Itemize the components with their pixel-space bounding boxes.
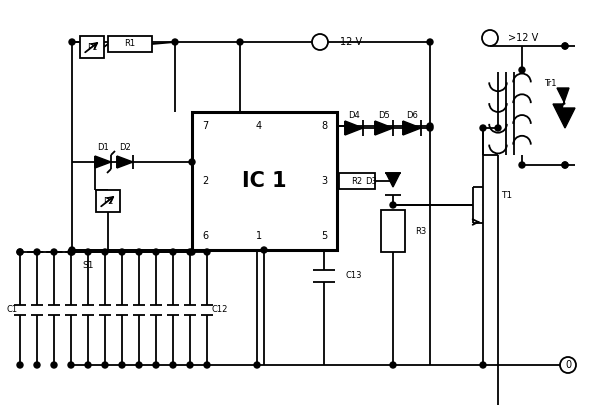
Text: D4: D4 [348, 111, 360, 119]
Bar [339, 173, 375, 189]
Text: 6: 6 [202, 231, 208, 241]
Circle shape [17, 249, 23, 255]
Bar [192, 112, 337, 250]
Text: D2: D2 [119, 143, 131, 153]
Text: C13: C13 [346, 271, 362, 281]
Circle shape [427, 123, 433, 129]
Circle shape [204, 249, 210, 255]
Text: D3: D3 [365, 177, 377, 185]
Circle shape [136, 362, 142, 368]
Circle shape [85, 249, 91, 255]
Polygon shape [386, 173, 400, 187]
Text: T1: T1 [502, 190, 513, 200]
Text: 7: 7 [202, 121, 208, 131]
Circle shape [237, 39, 243, 45]
Circle shape [69, 39, 75, 45]
Circle shape [51, 362, 57, 368]
Circle shape [85, 362, 91, 368]
Text: D1: D1 [97, 143, 109, 153]
Circle shape [562, 43, 568, 49]
Circle shape [153, 249, 159, 255]
Circle shape [68, 362, 74, 368]
Circle shape [17, 362, 23, 368]
Circle shape [480, 362, 486, 368]
Text: P2: P2 [103, 196, 113, 205]
Circle shape [562, 162, 568, 168]
Text: 8: 8 [321, 121, 327, 131]
Circle shape [69, 249, 75, 255]
Circle shape [119, 249, 125, 255]
Circle shape [495, 125, 501, 131]
Circle shape [34, 249, 40, 255]
Polygon shape [375, 121, 393, 135]
Polygon shape [553, 88, 575, 128]
Circle shape [187, 362, 193, 368]
Text: D6: D6 [406, 111, 418, 119]
Circle shape [34, 362, 40, 368]
Text: 1: 1 [256, 231, 262, 241]
Text: 3: 3 [321, 176, 327, 186]
Circle shape [136, 249, 142, 255]
Text: D5: D5 [378, 111, 390, 119]
Text: S1: S1 [82, 262, 94, 271]
Bar [80, 36, 104, 58]
Circle shape [390, 362, 396, 368]
Bar [381, 210, 405, 252]
Text: C1: C1 [7, 305, 18, 313]
Circle shape [254, 362, 260, 368]
Text: 5: 5 [321, 231, 327, 241]
Text: R1: R1 [125, 40, 136, 49]
Text: 0: 0 [565, 360, 571, 370]
Circle shape [519, 67, 525, 73]
Circle shape [102, 249, 108, 255]
Polygon shape [403, 121, 421, 135]
Circle shape [480, 125, 486, 131]
Text: C12: C12 [211, 305, 227, 313]
Text: P1: P1 [87, 43, 97, 51]
Polygon shape [117, 156, 133, 168]
Circle shape [170, 249, 176, 255]
Circle shape [153, 362, 159, 368]
Circle shape [187, 249, 193, 255]
Text: Tr1: Tr1 [544, 79, 556, 89]
Circle shape [427, 125, 433, 131]
Polygon shape [345, 121, 363, 135]
Circle shape [390, 202, 396, 208]
Circle shape [68, 249, 74, 255]
Circle shape [204, 362, 210, 368]
Circle shape [427, 39, 433, 45]
Text: 12 V: 12 V [340, 37, 362, 47]
Circle shape [562, 43, 568, 49]
Circle shape [102, 362, 108, 368]
Bar [108, 36, 152, 52]
Circle shape [17, 249, 23, 255]
Bar [96, 190, 120, 212]
Text: >12 V: >12 V [508, 33, 538, 43]
Circle shape [172, 39, 178, 45]
Circle shape [189, 159, 195, 165]
Text: R2: R2 [351, 177, 362, 185]
Text: 4: 4 [256, 121, 262, 131]
Circle shape [562, 162, 568, 168]
Text: IC 1: IC 1 [242, 171, 286, 191]
Text: 2: 2 [202, 176, 208, 186]
Circle shape [69, 247, 75, 253]
Circle shape [519, 162, 525, 168]
Circle shape [51, 249, 57, 255]
Circle shape [170, 362, 176, 368]
Circle shape [189, 249, 195, 255]
Circle shape [119, 362, 125, 368]
Polygon shape [95, 156, 111, 168]
Circle shape [261, 247, 267, 253]
Text: R3: R3 [415, 226, 426, 235]
